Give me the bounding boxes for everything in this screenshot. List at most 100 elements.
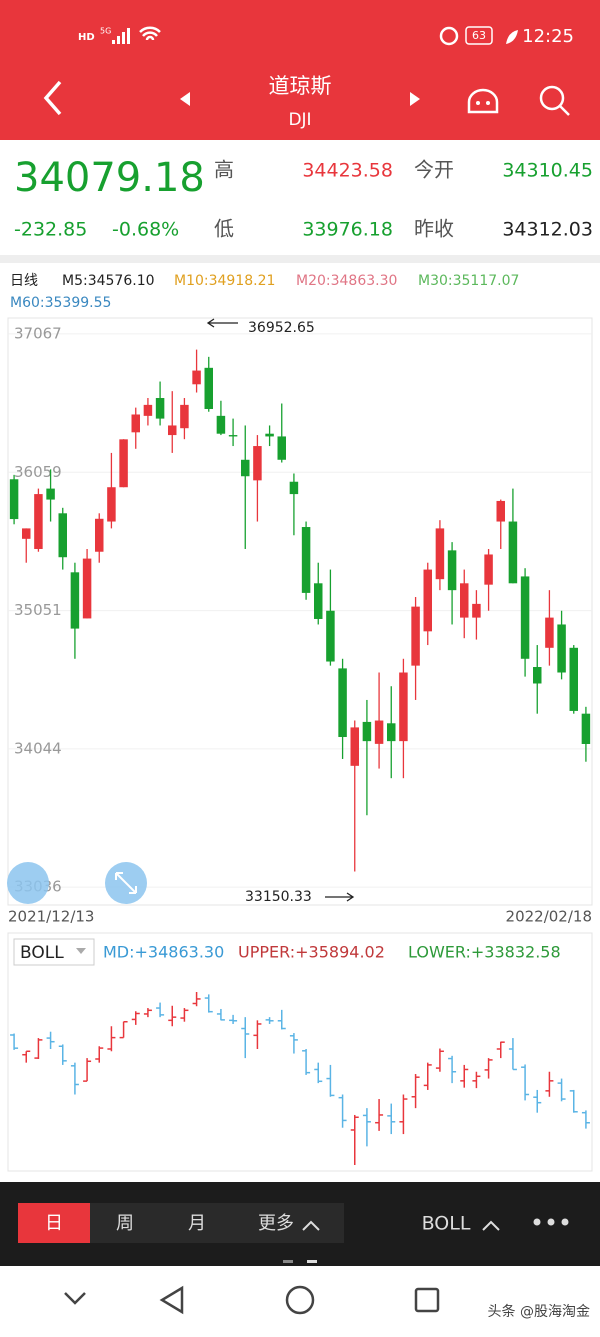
candle-body (95, 518, 104, 552)
candle-body (131, 414, 140, 433)
header-title: 道琼斯 (269, 74, 332, 98)
candle-body (545, 617, 554, 648)
candle-body (82, 558, 92, 619)
candle-body (496, 500, 505, 522)
tab-active[interactable] (18, 1203, 90, 1243)
dropdown-icon (76, 948, 86, 954)
candle-body (460, 583, 469, 618)
robot-eye (486, 101, 490, 105)
candle-body (34, 494, 43, 549)
change-pct: -0.68% (112, 219, 179, 241)
open-value: 34310.45 (502, 160, 593, 182)
more-menu[interactable] (533, 1218, 569, 1226)
page-dot (307, 1260, 317, 1263)
annotation-arrow (206, 318, 238, 328)
candle-body (265, 433, 274, 437)
candle-body (399, 672, 408, 742)
separator (0, 255, 600, 263)
candle-body (22, 528, 31, 539)
candle-body (435, 528, 445, 580)
chart-frame (7, 317, 593, 906)
candle-body (338, 668, 347, 738)
candle-body (277, 436, 286, 460)
chevron (302, 1220, 320, 1231)
candle-chart: 3706736059350513404433036 (8, 324, 592, 896)
low-label: 低 (214, 217, 234, 241)
prev-close-label: 昨收 (414, 217, 454, 241)
candle-body (216, 415, 226, 434)
annotation-arrow (325, 892, 355, 902)
high-value: 34423.58 (302, 160, 393, 182)
boll-frame (7, 932, 593, 1172)
ma-label: M30:35117.07 (418, 273, 519, 289)
candle-body (362, 721, 372, 742)
signal-icon (112, 28, 130, 44)
header-subtitle: DJI (288, 110, 311, 130)
alarm-icon (439, 26, 459, 46)
battery-icon (465, 26, 493, 45)
wifi-icon (139, 26, 161, 41)
tab-more[interactable]: 更多 (258, 1213, 294, 1234)
candle-body (508, 521, 518, 584)
candle-body (411, 606, 420, 666)
robot-button[interactable] (467, 88, 499, 114)
nav-home[interactable] (285, 1285, 315, 1315)
fullscreen-icon (115, 872, 137, 894)
period-label: 日线 (10, 273, 38, 289)
tab-week[interactable]: 周 (116, 1213, 134, 1234)
y-tick-label: 37067 (14, 324, 62, 342)
candle-body (168, 425, 177, 436)
candle-body (155, 398, 165, 419)
collapse-button[interactable] (7, 862, 49, 904)
high-label: 高 (214, 158, 234, 182)
open-label: 今开 (414, 158, 454, 182)
candle-body (253, 446, 262, 481)
candle-body (9, 479, 19, 520)
candle-body (387, 723, 396, 742)
ma-label: M60:35399.55 (10, 295, 111, 311)
y-tick-label: 35051 (14, 601, 62, 619)
nav-back[interactable] (159, 1285, 184, 1315)
candle-body (228, 435, 238, 437)
prev-button[interactable] (180, 92, 190, 106)
tab-month[interactable]: 月 (188, 1213, 206, 1234)
ma-label: M20:34863.30 (296, 273, 397, 289)
header-bg (0, 0, 600, 140)
candle-body (143, 404, 153, 416)
ma-label: M10:34918.21 (174, 273, 275, 289)
candle-body (301, 527, 311, 593)
candle-body (447, 550, 457, 591)
ma-legend: 日线 M5:34576.10 M10:34918.21 M20:34863.30 M30… (10, 273, 519, 311)
next-button[interactable] (410, 92, 420, 106)
boll-lower: LOWER:+33832.58 (408, 943, 561, 962)
candle-body (569, 647, 578, 711)
boll-upper: UPPER:+35894.02 (238, 943, 385, 962)
nav-down[interactable] (64, 1292, 86, 1305)
tab-group (90, 1203, 344, 1243)
tab-indicator[interactable]: BOLL (422, 1213, 471, 1235)
candle-body (581, 713, 591, 744)
boll-md: MD:+34863.30 (103, 943, 224, 962)
nav-recent[interactable] (414, 1287, 440, 1313)
search-button[interactable] (539, 85, 565, 111)
ma-label: M5:34576.10 (62, 273, 155, 289)
candle-body (119, 439, 128, 488)
watermark: 头条 @股海淘金 (488, 1303, 590, 1320)
candle-body (241, 459, 250, 477)
tab-day[interactable]: 日 (45, 1213, 63, 1234)
boll-selector-text: BOLL (20, 943, 64, 963)
candle-body (533, 667, 542, 684)
chevron (482, 1220, 500, 1231)
x-end: 2022/02/18 (506, 908, 592, 926)
back-button[interactable] (43, 80, 62, 116)
candle-body (107, 487, 116, 522)
candle-body (520, 576, 530, 659)
status-network: HD (78, 32, 95, 43)
candle-body (423, 569, 432, 632)
x-start: 2021/12/13 (8, 908, 94, 926)
boll-chart (10, 992, 590, 1165)
low-value: 33976.18 (302, 219, 393, 241)
last-price: 34079.18 (14, 155, 205, 201)
